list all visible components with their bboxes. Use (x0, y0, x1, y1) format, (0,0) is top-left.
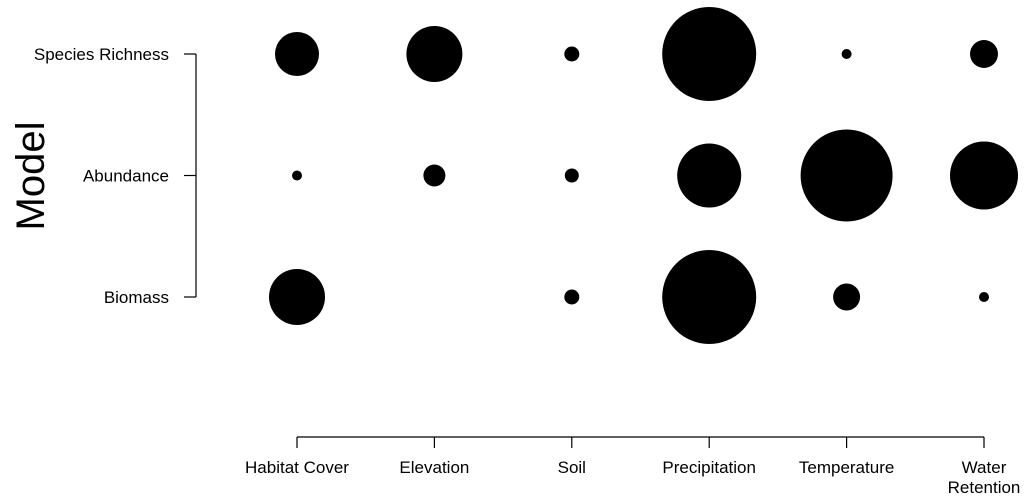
bubble-point (800, 129, 893, 222)
bubble-point (677, 143, 742, 208)
bubble-point (564, 168, 579, 183)
y-tick-label: Species Richness (34, 45, 169, 64)
bubble-point (564, 46, 580, 62)
bubble-point (833, 283, 861, 311)
bubble-point (423, 164, 446, 187)
x-tick-label: Temperature (799, 458, 894, 477)
x-tick-label: Habitat Cover (245, 458, 349, 477)
bubble-point (841, 49, 852, 59)
x-axis: Habitat Cover Elevation Soil Precipitation T… (245, 436, 1021, 497)
bubble-point (564, 289, 580, 305)
bubbles (269, 7, 1018, 344)
bubble-point (662, 250, 757, 344)
bubble-point (292, 170, 302, 181)
bubble-point (269, 269, 325, 325)
y-axis-title: Model (9, 122, 53, 231)
y-axis: Species Richness Abundance Biomass (34, 45, 197, 307)
y-tick-label: Abundance (83, 167, 169, 186)
x-tick-label: Soil (558, 458, 586, 477)
x-tick-label: Precipitation (662, 458, 756, 477)
y-tick-label: Biomass (104, 288, 169, 307)
bubble-point (970, 40, 998, 68)
x-tick-label: Water Retention (948, 458, 1021, 497)
bubble-point (979, 292, 989, 302)
bubble-point (950, 141, 1018, 210)
bubble-point (275, 32, 319, 76)
x-tick-label: Elevation (399, 458, 469, 477)
bubble-point (662, 7, 757, 101)
bubble-point (406, 26, 463, 82)
